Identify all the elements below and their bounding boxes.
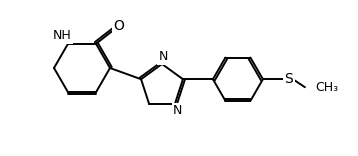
Text: N: N — [173, 104, 183, 117]
Text: N: N — [158, 51, 168, 63]
Text: O: O — [113, 19, 125, 33]
Text: CH₃: CH₃ — [315, 81, 338, 94]
Text: NH: NH — [53, 29, 71, 42]
Text: S: S — [285, 72, 293, 86]
